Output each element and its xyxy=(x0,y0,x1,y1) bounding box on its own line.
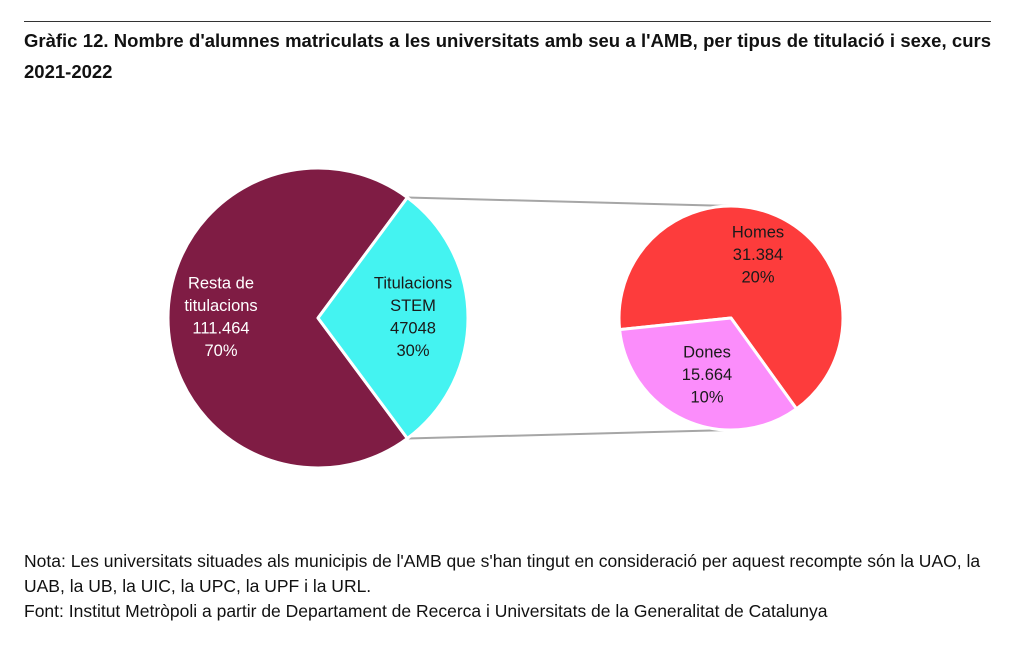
data-label-homes-value: 31.384 xyxy=(733,246,783,264)
data-label-titulacions-stem-percent: 30% xyxy=(396,342,429,360)
chart-footer: Nota: Les universitats situades als muni… xyxy=(24,549,991,624)
pie-slice-homes xyxy=(617,204,845,411)
pie-slice-titulacions-stem xyxy=(316,196,470,440)
data-label-resta-de-titulacions-name-line: Resta de xyxy=(188,274,254,292)
data-label-dones-value: 15.664 xyxy=(682,366,732,384)
title-rule xyxy=(24,21,991,22)
data-label-homes-percent: 20% xyxy=(741,269,774,287)
connector-line-top xyxy=(407,196,732,207)
data-label-titulacions-stem-value: 47048 xyxy=(390,319,436,337)
data-label-resta-de-titulacions-name-line: titulacions xyxy=(184,297,257,315)
pie-slice-dones xyxy=(618,316,799,432)
chart-title: Gràfic 12. Nombre d'alumnes matriculats … xyxy=(24,30,991,82)
chart-source: Font: Institut Metròpoli a partir de Dep… xyxy=(24,601,828,621)
data-label-homes-name-line: Homes xyxy=(732,224,784,242)
data-label-resta-de-titulacions-value: 111.464 xyxy=(192,319,249,337)
pie-slice-resta-de-titulacions xyxy=(166,166,409,470)
data-label-dones-name-line: Dones xyxy=(683,344,731,362)
data-label-resta-de-titulacions-percent: 70% xyxy=(204,342,237,360)
data-label-titulacions-stem-name-line: Titulacions xyxy=(374,274,452,292)
chart-note: Nota: Les universitats situades als muni… xyxy=(24,551,981,596)
data-label-titulacions-stem-name-line: STEM xyxy=(390,297,436,315)
data-label-dones-percent: 10% xyxy=(690,389,723,407)
connector-line-bottom xyxy=(407,429,732,440)
